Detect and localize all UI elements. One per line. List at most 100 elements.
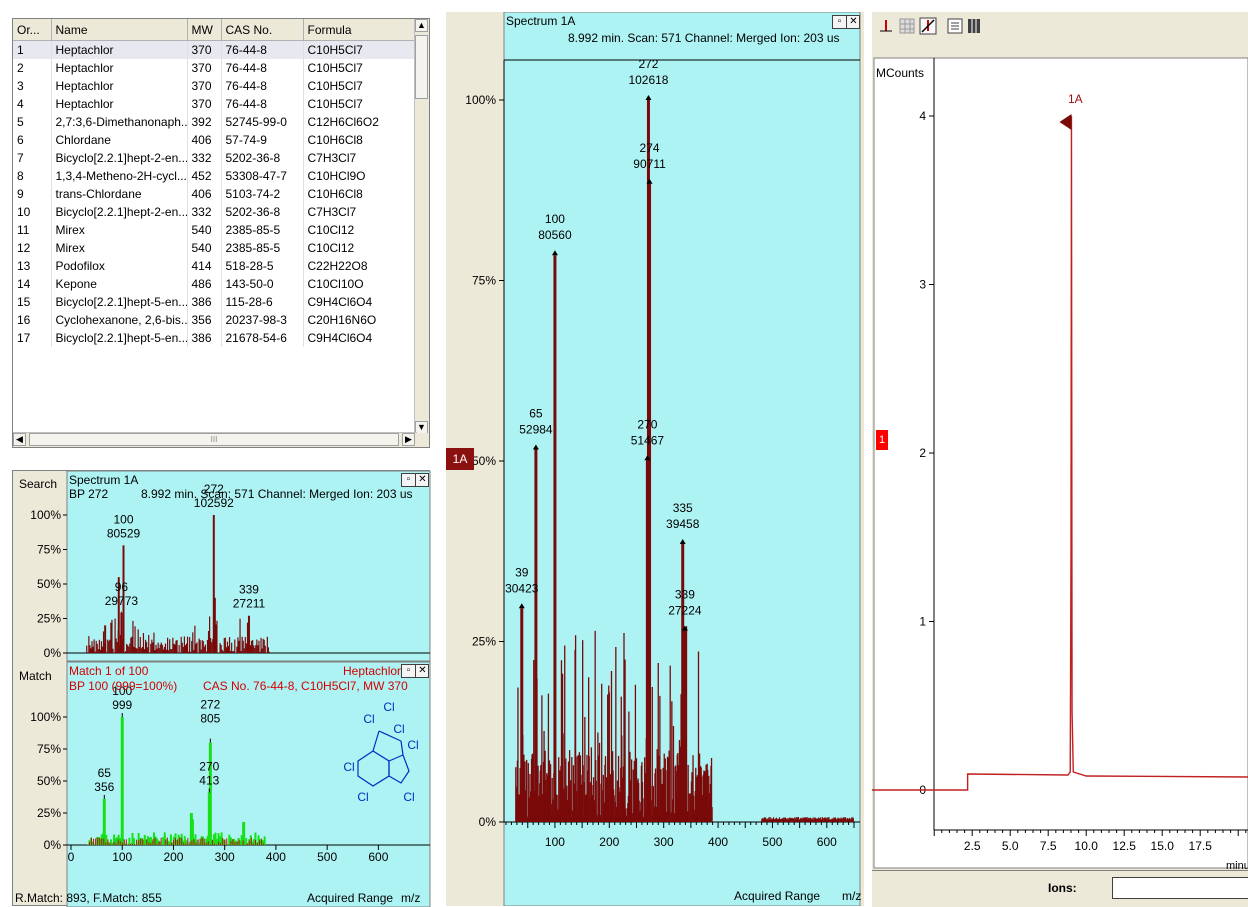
y-tick-label: 2 — [919, 446, 926, 460]
ions-input[interactable] — [1112, 877, 1248, 899]
table-row[interactable]: 10 Bicyclo[2.2.1]hept-2-en... 332 5202-36-8… — [13, 203, 419, 221]
scroll-left-icon[interactable]: ◀ — [13, 433, 26, 446]
column-header[interactable]: Or... — [13, 19, 52, 41]
spectrum-window-buttons[interactable]: ▫ ✕ — [832, 15, 860, 29]
spectrum-badge[interactable]: 1A — [446, 448, 474, 470]
table-cell: 2385-85-5 — [221, 221, 304, 239]
x-tick-label: 100 — [545, 835, 565, 849]
peak-mz-label: 65 — [529, 406, 543, 420]
y-tick-label: 100% — [30, 710, 61, 724]
table-row[interactable]: 6 Chlordane 406 57-74-9 C10H6Cl8 — [13, 131, 419, 149]
chromatogram-ylabel: MCounts — [876, 66, 925, 80]
table-cell: 57-74-9 — [221, 131, 304, 149]
peak-label: 1A — [1068, 92, 1083, 106]
table-row[interactable]: 12 Mirex 540 2385-85-5 C10Cl12 — [13, 239, 419, 257]
table-horizontal-scrollbar[interactable]: ◀ III ▶ — [13, 432, 417, 447]
atom-label: Cl — [357, 790, 368, 804]
scroll-up-icon[interactable]: ▲ — [415, 19, 428, 32]
table-cell: Bicyclo[2.2.1]hept-5-en... — [51, 293, 188, 311]
close-icon[interactable]: ✕ — [418, 665, 427, 676]
y-tick-label: 0% — [44, 838, 62, 852]
table-cell: 6 — [13, 131, 52, 149]
y-tick-label: 75% — [472, 274, 496, 288]
vertical-scroll-thumb[interactable] — [415, 35, 428, 99]
table-cell: Heptachlor — [51, 59, 188, 77]
table-cell: C10H5Cl7 — [303, 95, 419, 113]
table-cell: 540 — [187, 221, 222, 239]
list-icon[interactable] — [947, 18, 963, 34]
scroll-right-icon[interactable]: ▶ — [402, 433, 415, 446]
column-header[interactable]: Formula — [303, 19, 419, 41]
table-row[interactable]: 16 Cyclohexanone, 2,6-bis... 356 20237-98-3… — [13, 311, 419, 329]
table-row[interactable]: 11 Mirex 540 2385-85-5 C10Cl12 — [13, 221, 419, 239]
y-tick-label: 50% — [37, 577, 61, 591]
table-cell: C7H3Cl7 — [303, 203, 419, 221]
x-tick-label: 400 — [266, 850, 286, 864]
peak-abundance-label: 102592 — [194, 496, 234, 510]
table-row[interactable]: 7 Bicyclo[2.2.1]hept-2-en... 332 5202-36-8 C… — [13, 149, 419, 167]
column-header[interactable]: MW — [187, 19, 222, 41]
restore-icon[interactable]: ▫ — [833, 16, 847, 28]
peak-marker — [644, 455, 651, 461]
columns-icon[interactable] — [968, 19, 980, 33]
table-cell: 20237-98-3 — [221, 311, 304, 329]
chromatogram-toolbar — [876, 14, 1016, 38]
search-window-buttons[interactable]: ▫ ✕ — [401, 473, 429, 487]
y-tick-label: 75% — [37, 543, 61, 557]
horizontal-scroll-thumb[interactable]: III — [29, 433, 399, 446]
close-icon[interactable]: ✕ — [418, 474, 427, 485]
table-cell: 406 — [187, 131, 222, 149]
library-table: Or... Name MW CAS No. Formula 1 Heptachlor 370… — [13, 19, 419, 347]
table-cell: 52745-99-0 — [221, 113, 304, 131]
table-row[interactable]: 5 2,7:3,6-Dimethanonaph... 392 52745-99-0 C1… — [13, 113, 419, 131]
peak-marker-icon[interactable] — [878, 18, 894, 34]
table-cell: Bicyclo[2.2.1]hept-2-en... — [51, 203, 188, 221]
library-results-table[interactable]: Or... Name MW CAS No. Formula 1 Heptachlor 370… — [12, 18, 430, 448]
restore-icon[interactable]: ▫ — [402, 474, 416, 486]
table-row[interactable]: 9 trans-Chlordane 406 5103-74-2 C10H6Cl8 — [13, 185, 419, 203]
table-cell: 17 — [13, 329, 52, 347]
table-cell: 452 — [187, 167, 222, 185]
match-title: Match 1 of 100 — [69, 664, 149, 678]
table-cell: 1 — [13, 40, 52, 59]
y-tick-label: 0% — [479, 815, 497, 829]
table-cell: C7H3Cl7 — [303, 149, 419, 167]
table-cell: 12 — [13, 239, 52, 257]
table-row[interactable]: 13 Podofilox 414 518-28-5 C22H22O8 — [13, 257, 419, 275]
restore-icon[interactable]: ▫ — [402, 665, 416, 677]
table-row[interactable]: 15 Bicyclo[2.2.1]hept-5-en... 386 115-28-6 C… — [13, 293, 419, 311]
x-tick-label: 12.5 — [1113, 839, 1137, 853]
match-mz-unit: m/z — [401, 891, 421, 905]
table-row[interactable]: 14 Kepone 486 143-50-0 C10Cl10O — [13, 275, 419, 293]
table-cell: C12H6Cl6O2 — [303, 113, 419, 131]
table-row[interactable]: 8 1,3,4-Metheno-2H-cycl... 452 53308-47-7 C1… — [13, 167, 419, 185]
close-icon[interactable]: ✕ — [849, 16, 858, 27]
table-row[interactable]: 17 Bicyclo[2.2.1]hept-5-en... 386 21678-54-… — [13, 329, 419, 347]
peak-marker-badge[interactable]: 1 — [876, 430, 888, 450]
peak-marker — [551, 250, 558, 256]
table-cell: 53308-47-7 — [221, 167, 304, 185]
table-row[interactable]: 2 Heptachlor 370 76-44-8 C10H5Cl7 — [13, 59, 419, 77]
table-row[interactable]: 1 Heptachlor 370 76-44-8 C10H5Cl7 — [13, 40, 419, 59]
column-header[interactable]: Name — [51, 19, 188, 41]
table-cell: Kepone — [51, 275, 188, 293]
table-cell: Heptachlor — [51, 77, 188, 95]
table-row[interactable]: 4 Heptachlor 370 76-44-8 C10H5Cl7 — [13, 95, 419, 113]
x-tick-label: 400 — [708, 835, 728, 849]
table-cell: trans-Chlordane — [51, 185, 188, 203]
molecule-structure-icon — [357, 730, 410, 787]
x-tick-label: 300 — [654, 835, 674, 849]
y-tick-label: 100% — [465, 93, 496, 107]
peak-mz-label: 65 — [98, 766, 112, 780]
table-cell: 414 — [187, 257, 222, 275]
column-header[interactable]: CAS No. — [221, 19, 304, 41]
peak-mz-label: 335 — [673, 501, 693, 515]
table-cell: 76-44-8 — [221, 77, 304, 95]
table-row[interactable]: 3 Heptachlor 370 76-44-8 C10H5Cl7 — [13, 77, 419, 95]
grid-icon[interactable] — [899, 18, 915, 34]
table-cell: C10Cl10O — [303, 275, 419, 293]
no-marker-icon[interactable] — [919, 17, 937, 35]
table-cell: 2 — [13, 59, 52, 77]
table-vertical-scrollbar[interactable]: ▲ ▼ — [414, 19, 429, 435]
match-window-buttons[interactable]: ▫ ✕ — [401, 664, 429, 678]
